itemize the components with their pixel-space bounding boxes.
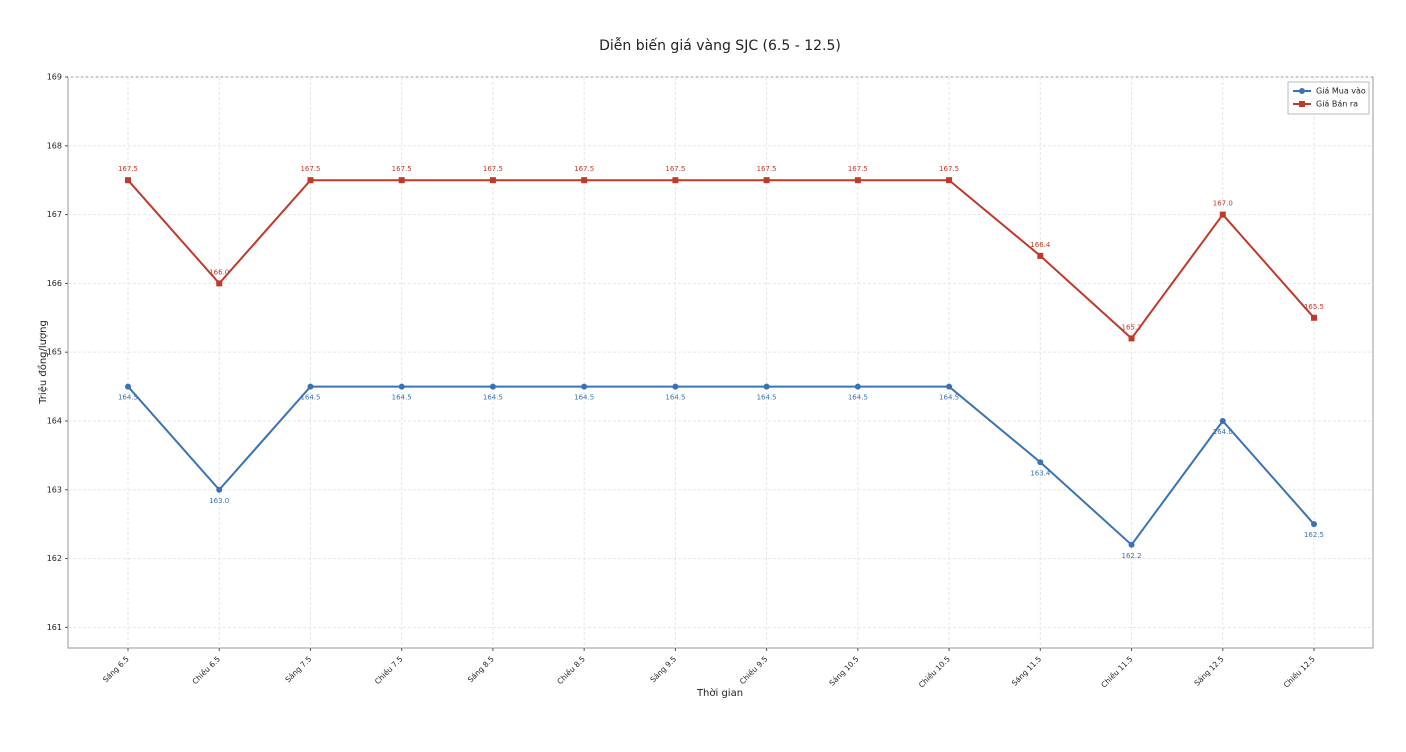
- data-label: 164.0: [1213, 428, 1233, 436]
- y-tick-label: 166: [47, 279, 62, 288]
- data-label: 167.5: [848, 165, 868, 173]
- marker: [125, 177, 131, 184]
- marker: [398, 383, 405, 390]
- marker: [216, 280, 223, 287]
- data-label: 164.5: [939, 394, 959, 402]
- data-label: 167.5: [118, 165, 138, 173]
- marker: [1311, 521, 1317, 528]
- marker: [125, 383, 131, 390]
- series-line: [127, 179, 1315, 340]
- data-label: 164.5: [118, 394, 138, 402]
- marker: [398, 177, 405, 184]
- marker: [1037, 459, 1044, 466]
- legend-label: Giá Mua vào: [1316, 87, 1366, 96]
- x-tick-label: Sáng 10.5: [827, 654, 860, 687]
- data-label: 167.5: [392, 165, 412, 173]
- y-axis-label: Triệu đồng/lượng: [37, 320, 49, 405]
- x-tick-label: Chiều 9.5: [738, 654, 770, 686]
- x-tick-label: Sáng 11.5: [1010, 654, 1043, 687]
- x-tick-label: Sáng 9.5: [648, 654, 678, 684]
- legend-marker: [1299, 101, 1305, 107]
- marker: [854, 177, 861, 184]
- data-label: 164.5: [665, 394, 685, 402]
- y-tick-label: 161: [47, 623, 62, 632]
- x-tick-label: Sáng 6.5: [101, 654, 131, 684]
- marker: [1128, 541, 1135, 548]
- data-label: 164.5: [757, 394, 777, 402]
- data-label: 167.0: [1213, 200, 1233, 208]
- x-tick-label: Chiều 6.5: [190, 654, 222, 686]
- x-tick-label: Sáng 7.5: [283, 654, 313, 684]
- marker: [1311, 314, 1317, 321]
- y-tick-label: 162: [47, 554, 62, 563]
- data-label: 167.5: [300, 165, 320, 173]
- data-label: 164.5: [574, 394, 594, 402]
- marker: [581, 383, 588, 390]
- marker: [763, 177, 770, 184]
- data-label: 164.5: [392, 394, 412, 402]
- chart-title: Diễn biến giá vàng SJC (6.5 - 12.5): [599, 37, 841, 54]
- data-label: 163.4: [1030, 469, 1051, 477]
- legend-box: [1287, 81, 1370, 115]
- y-tick-label: 167: [47, 210, 62, 219]
- marker: [946, 177, 953, 184]
- x-tick-label: Chiều 12.5: [1282, 654, 1317, 689]
- marker: [581, 177, 588, 184]
- y-tick-label: 169: [47, 73, 62, 82]
- data-label: 164.5: [848, 394, 868, 402]
- marker: [763, 383, 770, 390]
- x-tick-label: Chiều 7.5: [373, 654, 405, 686]
- data-label: 167.5: [665, 165, 685, 173]
- marker: [672, 177, 679, 184]
- x-tick-label: Chiều 10.5: [917, 654, 952, 689]
- data-label: 165.2: [1122, 323, 1142, 331]
- marker: [1037, 252, 1044, 259]
- data-label: 166.4: [1030, 241, 1051, 249]
- y-tick-label: 168: [47, 141, 62, 150]
- marker: [489, 177, 496, 184]
- data-label: 162.2: [1122, 552, 1142, 560]
- data-label: 167.5: [757, 165, 777, 173]
- legend-marker: [1299, 88, 1305, 94]
- x-axis-label: Thời gian: [696, 687, 743, 699]
- y-tick-label: 164: [47, 416, 62, 425]
- marker: [854, 383, 861, 390]
- data-label: 163.0: [209, 497, 229, 505]
- marker: [946, 383, 953, 390]
- x-tick-label: Sáng 12.5: [1192, 654, 1225, 687]
- x-tick-label: Chiều 8.5: [555, 654, 587, 686]
- data-label: 164.5: [300, 394, 320, 402]
- data-label: 167.5: [939, 165, 959, 173]
- marker: [1128, 335, 1135, 342]
- marker: [307, 383, 314, 390]
- data-label: 166.0: [209, 268, 229, 276]
- marker: [216, 486, 223, 493]
- marker: [672, 383, 679, 390]
- legend-label: Giá Bán ra: [1316, 100, 1358, 109]
- marker: [1219, 211, 1226, 218]
- data-label: 167.5: [574, 165, 594, 173]
- data-label: 162.5: [1304, 531, 1324, 539]
- data-label: 167.5: [483, 165, 503, 173]
- marker: [307, 177, 314, 184]
- data-label: 164.5: [483, 394, 503, 402]
- y-tick-label: 163: [47, 485, 62, 494]
- series-line: [127, 385, 1315, 547]
- marker: [489, 383, 496, 390]
- plot-frame: [67, 76, 1374, 649]
- data-label: 165.5: [1304, 303, 1324, 311]
- x-tick-label: Chiều 11.5: [1099, 654, 1134, 689]
- y-tick-label: 165: [47, 348, 62, 357]
- marker: [1219, 417, 1226, 424]
- x-tick-label: Sáng 8.5: [466, 654, 496, 684]
